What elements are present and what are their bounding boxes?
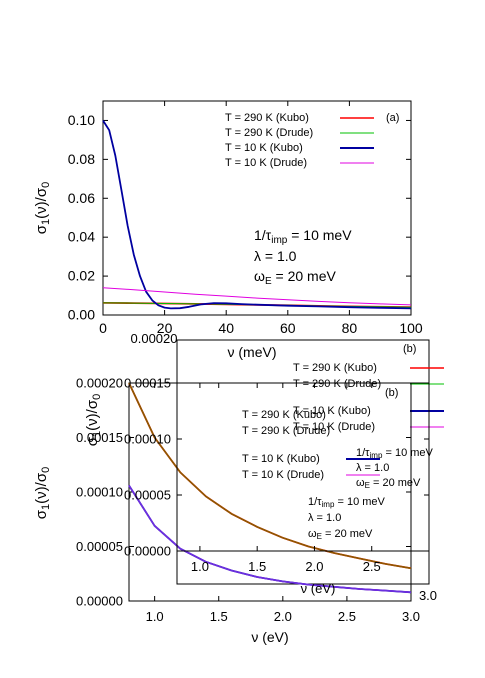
- param-omega-e: ωE = 20 meV: [254, 268, 336, 287]
- back-ytick-0.00020: 0.00020: [131, 331, 178, 346]
- panel-b-inner-x-label: ν (eV): [301, 581, 336, 596]
- panel-b-back: (b) 0.00020 3.0 T = 290 K (Kubo) T = 290…: [131, 331, 444, 603]
- y-tick-label-0-00010: 0.00010: [124, 432, 171, 447]
- panel-b-back-legend: T = 290 K (Kubo) T = 290 K (Drude) T = 1…: [293, 362, 444, 433]
- panel-b-tag: (b): [385, 387, 398, 399]
- panel-b-x-ticks: 1.0 1.5 2.0 2.5 3.0: [146, 383, 420, 624]
- back-legend-290k-kubo-label: T = 290 K (Kubo): [293, 362, 377, 374]
- back-param-lambda: λ = 1.0: [356, 462, 389, 474]
- panel-a-frame: [102, 100, 412, 316]
- panel-b-back-params: 1/τimp = 10 meV λ = 1.0 ωE = 20 meV: [356, 447, 434, 490]
- y-tick-label-0-00020: 0.00020: [76, 376, 123, 391]
- y-tick-label-0-00015: 0.00015: [76, 430, 123, 445]
- panel-a-series: [102, 120, 412, 310]
- panel-b-x-label: ν (eV): [251, 629, 288, 645]
- y-tick-label-0-06: 0.06: [68, 190, 95, 206]
- x-tick-label-2-0: 2.0: [274, 609, 292, 624]
- back-legend-290k-drude-label: T = 290 K (Drude): [293, 378, 381, 390]
- panel-b: 1.0 1.5 2.0 2.5 3.0 0.000000.000050.000100.0…: [33, 376, 420, 646]
- x-tick-label-2-5: 2.5: [338, 609, 356, 624]
- back-legend-10k-kubo-label: T = 10 K (Kubo): [293, 405, 371, 417]
- b-param-omega-e: ωE = 20 meV: [308, 528, 373, 541]
- x-tick-label-2-5: 2.5: [363, 559, 381, 574]
- series-line-290k-overlap: [128, 382, 412, 570]
- panel-b-inner-x-ticks: 1.0 1.5 2.0 2.5: [191, 383, 381, 574]
- back-legend-10k-drude-label: T = 10 K (Drude): [293, 421, 375, 433]
- b-legend-10k-drude-label: T = 10 K (Drude): [242, 469, 324, 481]
- legend-290k-drude-label: T = 290 K (Drude): [225, 127, 313, 139]
- b-param-lambda: λ = 1.0: [308, 512, 341, 524]
- b-legend-290k-drude-label: T = 290 K (Drude): [242, 425, 330, 437]
- series-line-t-10-k-drude: [102, 287, 412, 306]
- y-tick-label-0-00005: 0.00005: [76, 539, 123, 554]
- panel-a: 0 20 40 60 80 100 0.00 0.02 0.04 0.06 0.08 0.10 σ1…: [33, 100, 423, 360]
- legend-290k-kubo-label: T = 290 K (Kubo): [225, 112, 309, 124]
- series-line-10k-overlap: [128, 485, 412, 594]
- y-tick-label-0-00015: 0.00015: [124, 376, 171, 391]
- y-tick-label-0-04: 0.04: [68, 229, 95, 245]
- panel-b-params: 1/τimp = 10 meV λ = 1.0 ωE = 20 meV: [308, 496, 386, 541]
- x-tick-label-80: 80: [342, 320, 358, 336]
- b-param-tau-imp: 1/τimp = 10 meV: [308, 496, 386, 509]
- panel-a-y-ticks: 0.00 0.02 0.04 0.06 0.08 0.10: [68, 112, 411, 323]
- param-tau-imp: 1/τimp = 10 meV: [254, 227, 352, 246]
- panel-b-inner-y-ticks: 0.00000 0.00005 0.00010 0.00015: [124, 376, 429, 559]
- param-lambda: λ = 1.0: [254, 248, 297, 264]
- panel-a-x-label: ν (meV): [228, 344, 277, 360]
- panel-b-y-label: σ1(ν)/σ0: [33, 467, 52, 519]
- panel-a-params: 1/τimp = 10 meV λ = 1.0 ωE = 20 meV: [254, 227, 352, 287]
- y-tick-label-0-02: 0.02: [68, 268, 95, 284]
- b-legend-10k-kubo-label: T = 10 K (Kubo): [242, 453, 320, 465]
- y-tick-label-0-00005: 0.00005: [124, 488, 171, 503]
- x-tick-label-1-0: 1.0: [146, 609, 164, 624]
- panel-b-series: [128, 382, 412, 594]
- x-tick-label-1-0: 1.0: [191, 559, 209, 574]
- panel-b-legend: T = 290 K (Kubo) T = 290 K (Drude) T = 1…: [242, 409, 380, 481]
- x-tick-label-100: 100: [399, 320, 423, 336]
- legend-10k-kubo-label: T = 10 K (Kubo): [225, 142, 303, 154]
- x-tick-label-2-0: 2.0: [305, 559, 323, 574]
- x-tick-label-1-5: 1.5: [210, 609, 228, 624]
- back-param-omega-e: ωE = 20 meV: [356, 477, 421, 490]
- x-tick-label-20: 20: [157, 320, 173, 336]
- panel-a-legend: T = 290 K (Kubo) (a) T = 290 K (Drude) T…: [225, 112, 399, 169]
- panel-a-tag: (a): [386, 112, 399, 124]
- y-tick-label-0-00000: 0.00000: [124, 544, 171, 559]
- x-tick-label-3-0: 3.0: [402, 609, 420, 624]
- y-tick-label-0-00: 0.00: [68, 307, 95, 323]
- back-param-tau-imp: 1/τimp = 10 meV: [356, 447, 434, 460]
- panel-b-inner-frame: [176, 382, 430, 552]
- series-line-t-10-k-kubo: [102, 120, 412, 310]
- panel-b-inner: 1.0 1.5 2.0 2.5 0.00000 0.00005 0.00010 0.0001…: [84, 376, 430, 596]
- panel-b-inner-y-label: σ1(ν)/σ0: [84, 394, 103, 446]
- legend-10k-drude-label: T = 10 K (Drude): [225, 157, 307, 169]
- panel-a-x-ticks: 0 20 40 60 80 100: [99, 101, 423, 336]
- panel-b-back-tag: (b): [403, 343, 416, 355]
- x-tick-label-1-5: 1.5: [248, 559, 266, 574]
- y-tick-label-0-00000: 0.00000: [76, 594, 123, 609]
- y-tick-label-0-08: 0.08: [68, 151, 95, 167]
- b-legend-290k-kubo-label: T = 290 K (Kubo): [242, 409, 326, 421]
- x-tick-label-60: 60: [280, 320, 296, 336]
- panel-a-y-label: σ1(ν)/σ0: [33, 182, 52, 234]
- back-xtick-3.0: 3.0: [419, 588, 437, 603]
- y-tick-label-0-00010: 0.00010: [76, 485, 123, 500]
- x-tick-label-40: 40: [218, 320, 234, 336]
- y-tick-label-0-10: 0.10: [68, 112, 95, 128]
- x-tick-label-0: 0: [99, 320, 107, 336]
